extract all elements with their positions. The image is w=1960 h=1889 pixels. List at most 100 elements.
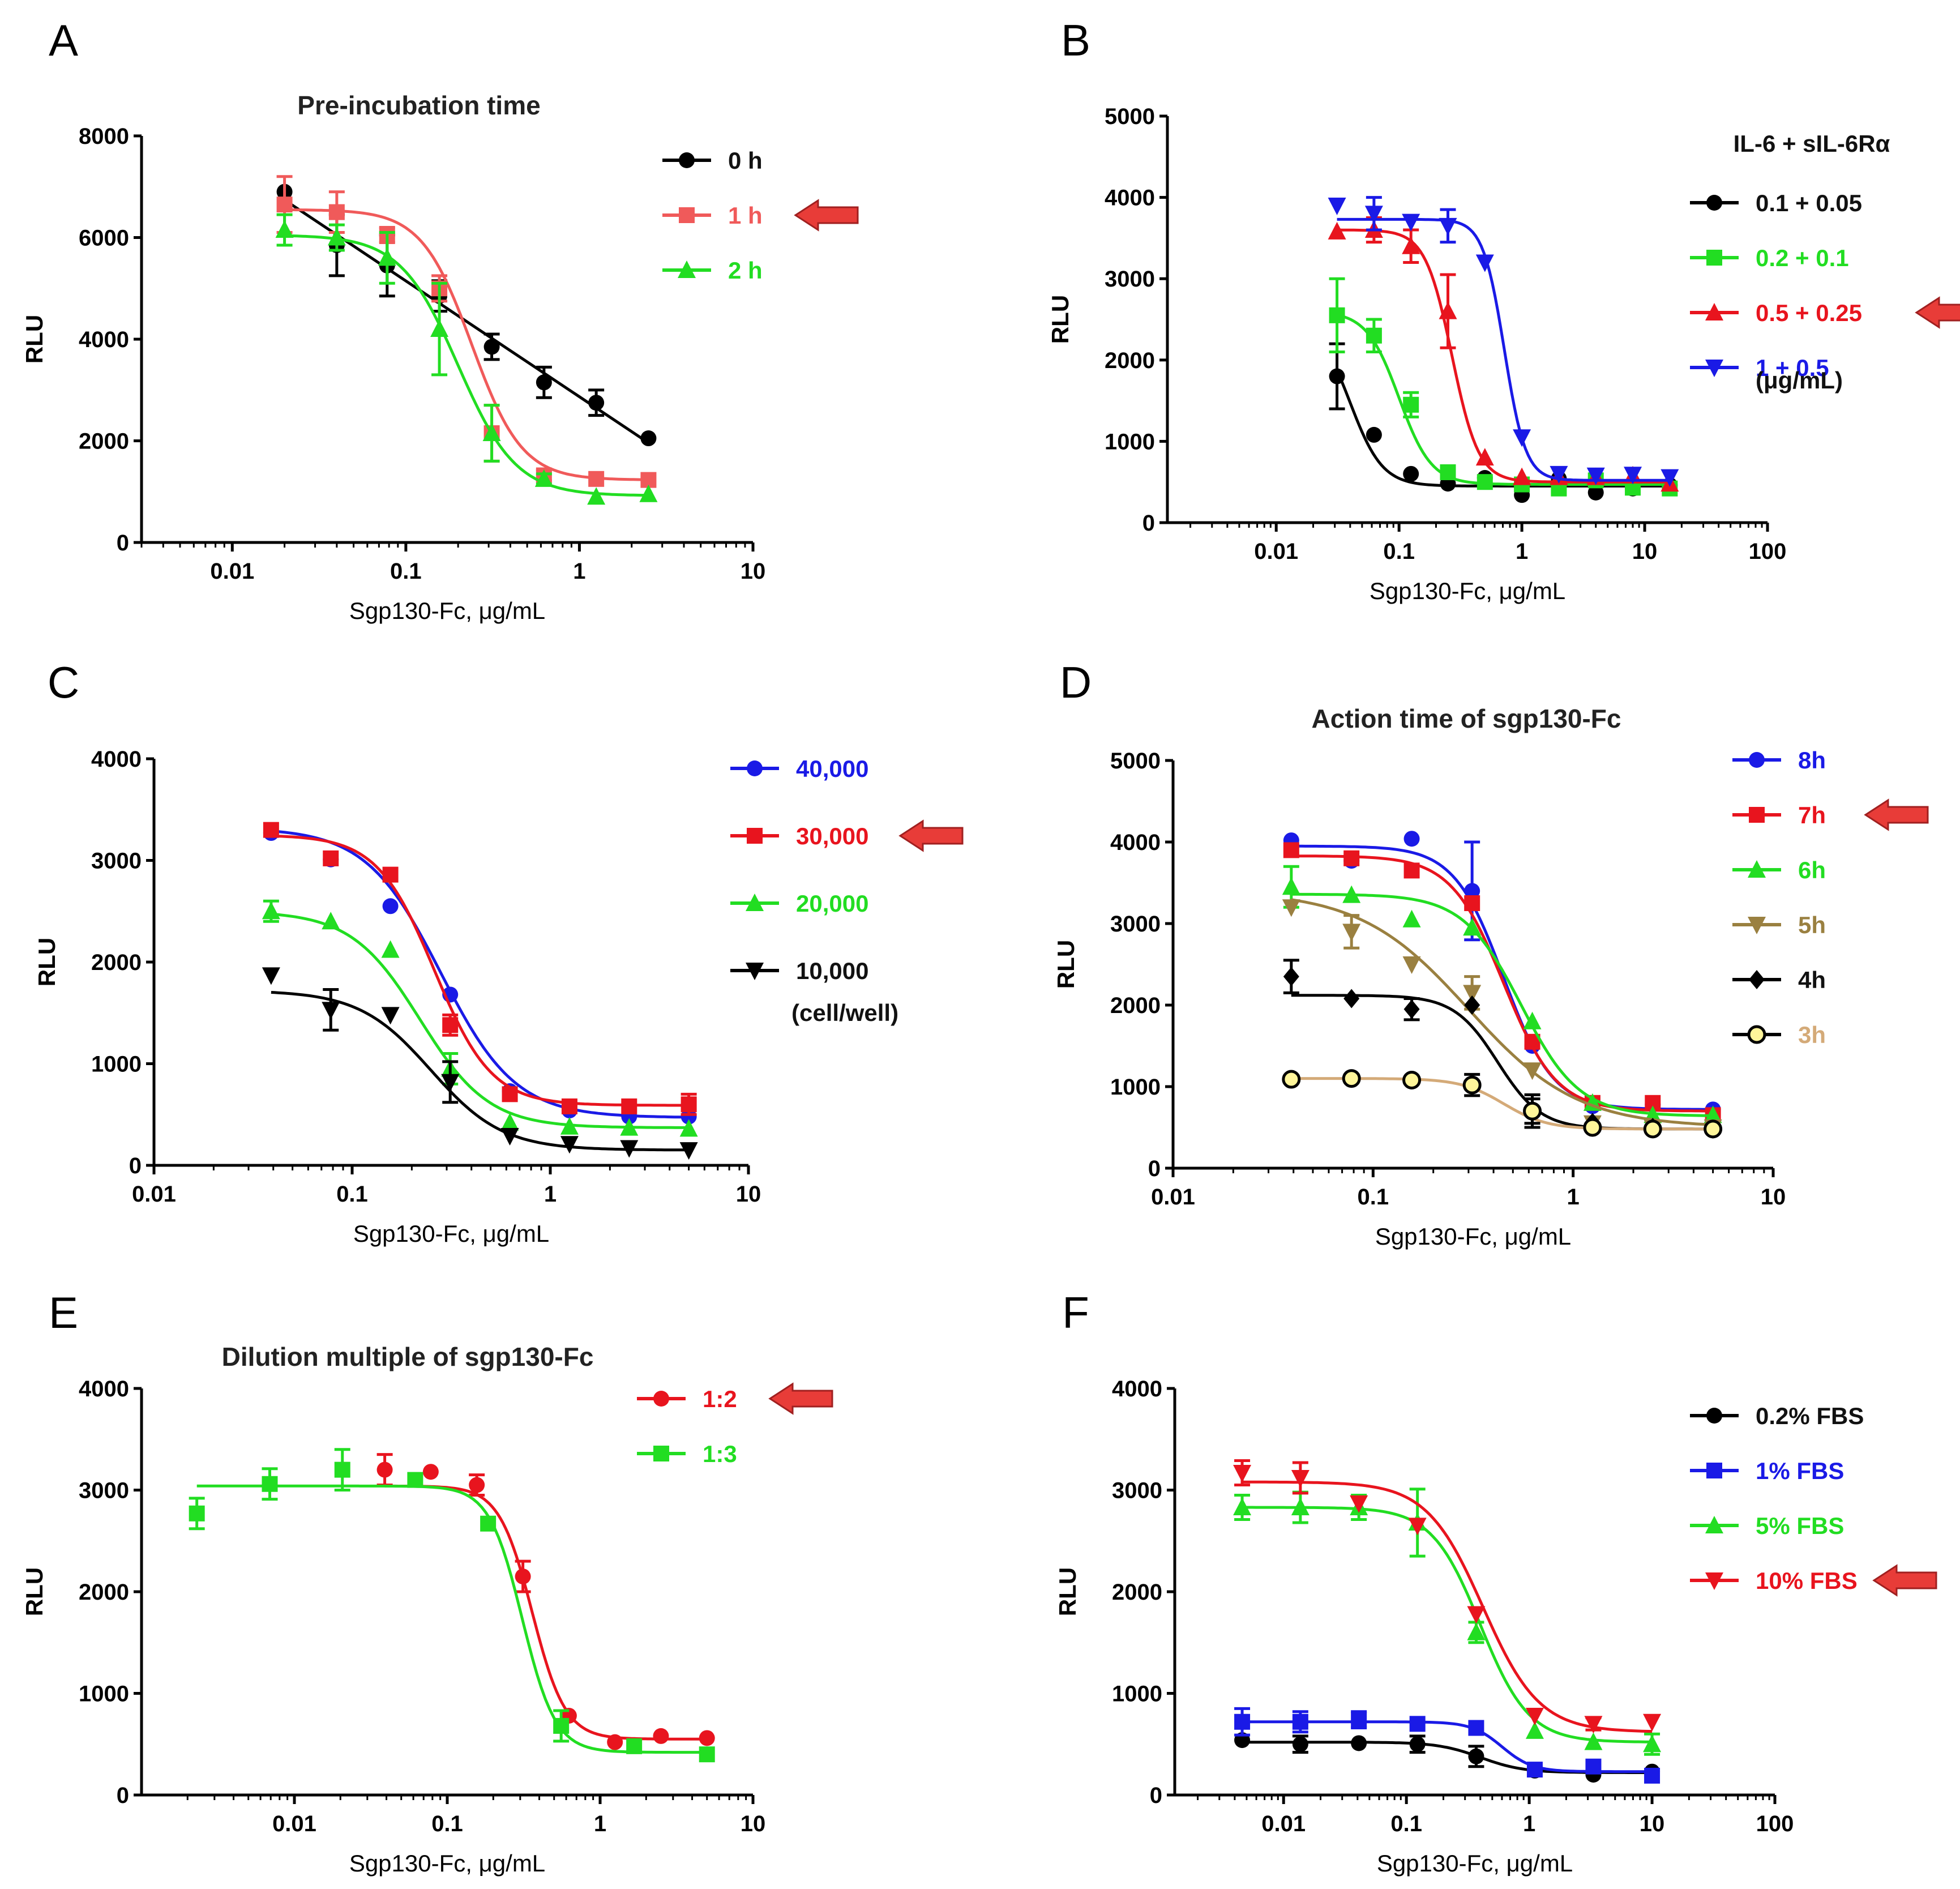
- data-point: [1329, 307, 1345, 323]
- data-point: [1550, 465, 1568, 484]
- data-point: [482, 424, 501, 442]
- data-point: [1440, 464, 1456, 480]
- x-tick-label: 1: [594, 1811, 606, 1836]
- y-tick-label: 2000: [1110, 993, 1161, 1018]
- legend-marker: [1706, 195, 1722, 211]
- legend-item: 20,000: [730, 890, 868, 917]
- data-point: [430, 319, 449, 337]
- y-tick-label: 3000: [1105, 267, 1155, 292]
- data-point: [376, 1461, 393, 1478]
- y-tick-label: 0: [117, 1783, 129, 1808]
- axes: 0 1000 2000 3000 4000 5000 0.01 0.1 1 10 100: [1105, 104, 1786, 564]
- legend-label: 40,000: [796, 755, 868, 782]
- x-tick-label: 10: [741, 1811, 766, 1836]
- data-point: [1462, 1075, 1482, 1095]
- legend-label: 0 h: [728, 147, 763, 174]
- series-3: [262, 967, 698, 1160]
- data-point: [679, 1142, 698, 1160]
- data-point: [1513, 429, 1531, 447]
- legend-label: 1 + 0.5: [1756, 354, 1829, 381]
- data-point: [561, 1098, 577, 1114]
- highlight-arrow-icon: [794, 199, 859, 232]
- data-point: [1402, 213, 1420, 232]
- x-tick-label: 100: [1749, 539, 1787, 564]
- data-point: [328, 204, 345, 220]
- x-tick-label: 0.01: [272, 1811, 316, 1836]
- x-tick-label: 1: [1567, 1185, 1580, 1210]
- chart-panel-a: A 0 2000 4000 6000 8000 0.01 0.1 1 10 Sgp130-Fc, μ…: [21, 15, 859, 624]
- legend-marker: [746, 963, 764, 980]
- data-point: [553, 1717, 570, 1734]
- data-point: [276, 196, 293, 213]
- legend-item: 10,000: [730, 958, 868, 984]
- data-point: [1586, 467, 1605, 485]
- data-point: [607, 1734, 623, 1750]
- data-point: [626, 1738, 643, 1754]
- y-tick-label: 4000: [91, 747, 142, 772]
- data-point: [681, 1096, 697, 1113]
- data-point: [334, 1461, 350, 1478]
- legend-item: 1 h: [662, 199, 859, 232]
- fit-curve: [196, 1484, 707, 1754]
- fit-curve: [1291, 854, 1713, 1113]
- data-point: [1587, 484, 1604, 501]
- data-point: [1342, 924, 1361, 942]
- y-tick-label: 5000: [1105, 104, 1155, 129]
- legend-note: (μg/mL): [1756, 367, 1843, 394]
- data-point: [442, 1017, 459, 1033]
- data-point: [515, 1569, 531, 1585]
- data-point: [560, 1117, 579, 1135]
- data-point: [1366, 327, 1382, 344]
- series-0: [376, 1453, 715, 1750]
- y-tick-label: 2000: [91, 950, 142, 975]
- data-point: [1402, 1070, 1422, 1089]
- data-point: [681, 1108, 697, 1125]
- data-point: [1408, 1518, 1427, 1536]
- legend-item: 0.5 + 0.25: [1690, 296, 1960, 329]
- panel-letter: C: [48, 657, 79, 707]
- legend-label: 20,000: [796, 890, 868, 917]
- series-0: [276, 183, 657, 447]
- x-tick-label: 0.01: [132, 1182, 176, 1207]
- axes: 0 1000 2000 3000 4000 5000 0.01 0.1 1 10: [1110, 749, 1786, 1210]
- panel-letter: B: [1061, 15, 1090, 65]
- legend-marker: [679, 207, 695, 223]
- data-point: [699, 1730, 715, 1746]
- data-point: [1624, 467, 1642, 485]
- data-point: [1704, 1105, 1722, 1123]
- x-tick-label: 0.01: [1254, 539, 1298, 564]
- data-point: [189, 1505, 205, 1522]
- legend-marker: [1705, 1572, 1723, 1590]
- legend-marker: [746, 894, 764, 911]
- legend-marker: [1747, 1025, 1766, 1044]
- x-tick-label: 10: [1761, 1185, 1786, 1210]
- legend-item: 7h: [1732, 798, 1929, 831]
- data-point: [1467, 1622, 1486, 1640]
- x-tick-label: 0.01: [1261, 1811, 1306, 1836]
- data-point: [1292, 1736, 1308, 1753]
- y-tick-label: 3000: [1110, 912, 1161, 937]
- data-point: [1523, 1062, 1542, 1080]
- data-point: [1523, 1101, 1542, 1121]
- data-point: [422, 1464, 439, 1480]
- data-point: [1402, 909, 1421, 928]
- data-point: [480, 1515, 497, 1532]
- data-point: [1402, 236, 1420, 254]
- chart-title: Dilution multiple of sgp130-Fc: [222, 1342, 594, 1371]
- series-1: [189, 1448, 715, 1763]
- y-axis-label: RLU: [1054, 1567, 1081, 1616]
- y-tick-label: 8000: [79, 124, 129, 149]
- axes: 0 2000 4000 6000 8000 0.01 0.1 1 10: [79, 124, 765, 584]
- data-point: [1661, 469, 1679, 487]
- data-point: [699, 1746, 715, 1763]
- data-point: [1643, 1119, 1662, 1139]
- series-2: [262, 899, 698, 1137]
- fit-curve: [284, 234, 649, 497]
- legend-label: 7h: [1798, 802, 1826, 828]
- fit-curve: [284, 208, 649, 481]
- series-2: [275, 213, 658, 505]
- highlight-arrow-icon: [898, 819, 964, 852]
- data-point: [381, 1007, 400, 1025]
- legend-marker: [1749, 970, 1765, 989]
- legend-item: 1% FBS: [1690, 1458, 1844, 1484]
